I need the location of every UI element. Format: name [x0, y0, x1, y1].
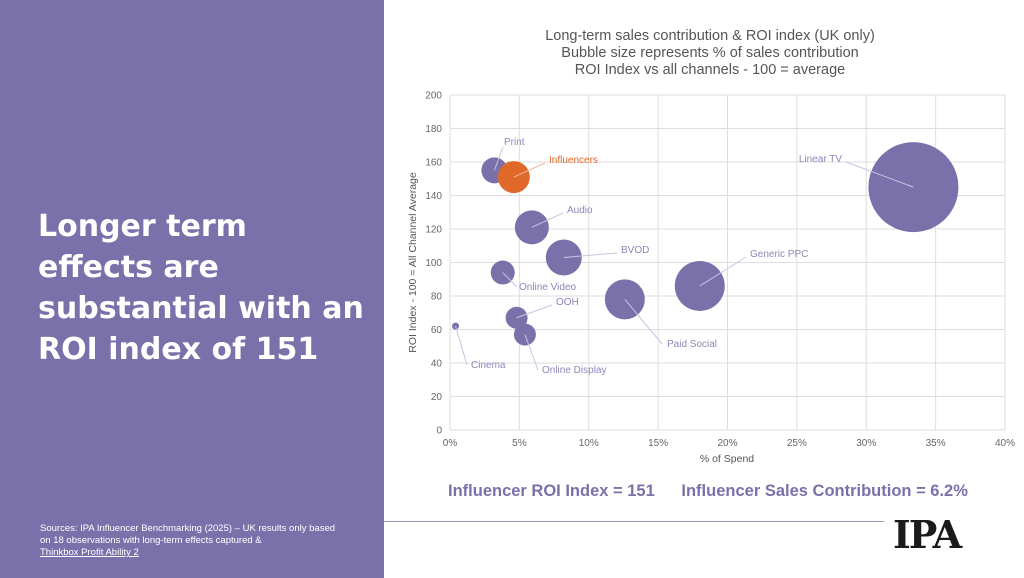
label-audio: Audio: [567, 205, 593, 216]
headline: Longer term effects are substantial with…: [38, 209, 364, 367]
x-tick-label: 30%: [856, 438, 876, 449]
stats-line: Influencer ROI Index = 151 Influencer Sa…: [448, 482, 968, 501]
leader-bvod: [563, 252, 618, 258]
x-tick-label: 40%: [995, 438, 1015, 449]
label-influencers: Influencers: [549, 155, 598, 166]
x-tick-label: 5%: [512, 438, 527, 449]
leader-influencers: [513, 162, 546, 178]
sales-stat: Influencer Sales Contribution = 6.2%: [681, 482, 968, 500]
label-paid-social: Paid Social: [667, 339, 717, 350]
x-tick-label: 25%: [787, 438, 807, 449]
y-tick-label: 40: [431, 359, 443, 370]
chart-subtitle-line: Bubble size represents % of sales contri…: [561, 45, 859, 61]
x-tick-label: 15%: [648, 438, 668, 449]
leader-online-display: [524, 334, 539, 371]
label-bvod: BVOD: [621, 245, 649, 256]
y-tick-label: 140: [425, 191, 442, 202]
left-panel: Longer term effects are substantial with…: [0, 0, 384, 578]
label-generic-ppc: Generic PPC: [750, 249, 808, 260]
y-tick-label: 0: [436, 426, 442, 437]
y-tick-label: 60: [431, 325, 443, 336]
chart-note-line: ROI Index vs all channels - 100 = averag…: [574, 62, 846, 78]
sources-note: Sources: IPA Influencer Benchmarking (20…: [40, 523, 340, 559]
y-tick-label: 120: [425, 225, 442, 236]
y-tick-label: 180: [425, 124, 442, 135]
label-ooh: OOH: [556, 297, 579, 308]
label-online-video: Online Video: [519, 282, 577, 293]
footer-divider: [384, 521, 884, 522]
chart-title-line: Long-term sales contribution & ROI index…: [545, 28, 875, 44]
x-axis-label: % of Spend: [700, 453, 754, 465]
y-tick-label: 20: [431, 392, 443, 403]
chart-title: Long-term sales contribution & ROI index…: [450, 28, 970, 79]
leader-linear-tv: [845, 161, 914, 188]
x-tick-label: 0%: [443, 438, 458, 449]
leader-ooh: [516, 304, 553, 319]
ipa-logo: IPA: [893, 512, 962, 557]
leader-audio: [531, 212, 564, 228]
x-tick-label: 10%: [579, 438, 599, 449]
leader-generic-ppc: [699, 256, 747, 287]
sources-text: Sources: IPA Influencer Benchmarking (20…: [40, 523, 336, 546]
y-tick-label: 160: [425, 158, 442, 169]
y-axis-label: ROI Index - 100 = All Channel Average: [407, 172, 419, 353]
leader-paid-social: [624, 299, 663, 345]
label-online-display: Online Display: [542, 365, 606, 376]
leader-print: [493, 146, 504, 171]
leader-online-video: [502, 272, 518, 288]
y-tick-label: 200: [425, 91, 442, 102]
label-linear-tv: Linear TV: [799, 154, 843, 165]
label-print: Print: [504, 137, 525, 148]
y-tick-label: 100: [425, 258, 442, 269]
leader-cinema: [455, 326, 468, 366]
label-cinema: Cinema: [471, 360, 506, 371]
roi-stat: Influencer ROI Index = 151: [448, 482, 655, 500]
x-tick-label: 20%: [717, 438, 737, 449]
x-tick-label: 35%: [926, 438, 946, 449]
y-tick-label: 80: [431, 292, 443, 303]
sources-link[interactable]: Thinkbox Profit Ability 2: [40, 547, 139, 558]
